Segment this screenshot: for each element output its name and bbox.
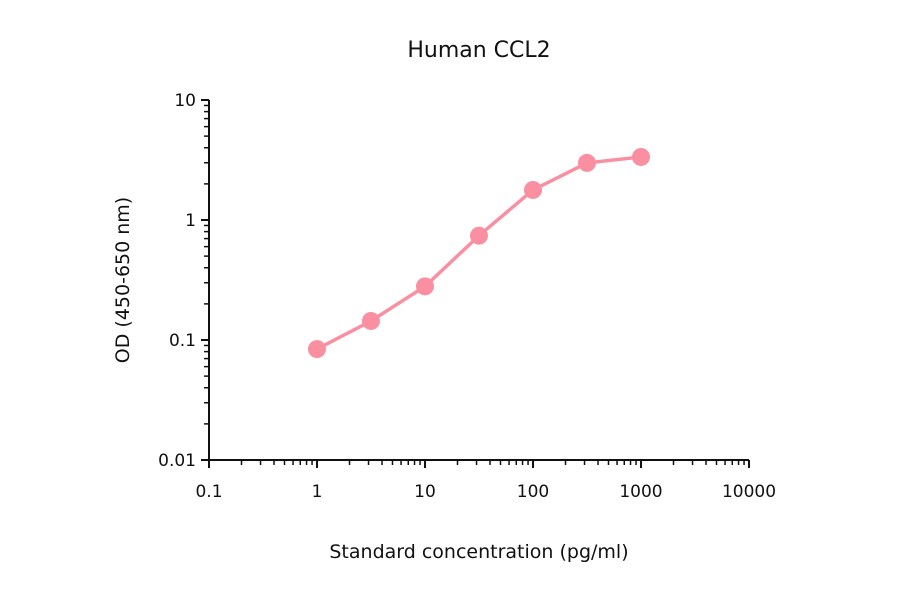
x-axis-label: Standard concentration (pg/ml) [329, 541, 628, 563]
y-tick-label: 1 [185, 211, 196, 231]
y-axis-label: OD (450-650 nm) [112, 197, 134, 363]
x-tick-label: 1000 [619, 482, 662, 502]
data-point [361, 311, 380, 330]
data-point [416, 277, 434, 296]
chart-title: Human CCL2 [407, 38, 550, 63]
data-series [308, 147, 650, 359]
data-point [308, 340, 326, 359]
y-tick-label: 10 [174, 91, 196, 111]
x-tick-label: 0.1 [195, 482, 222, 502]
data-point [524, 180, 542, 199]
axes: 0.1 1 10 100 1000 10000 0.01 0.1 1 10 [158, 91, 776, 502]
y-tick-label: 0.1 [169, 331, 196, 351]
data-point [632, 147, 650, 166]
y-tick-label: 0.01 [158, 451, 196, 471]
x-tick-label: 10000 [722, 482, 776, 502]
x-tick-label: 10 [414, 482, 436, 502]
x-tick-label: 1 [312, 482, 323, 502]
data-point [469, 226, 488, 245]
x-tick-label: 100 [517, 482, 549, 502]
data-point [577, 153, 596, 172]
